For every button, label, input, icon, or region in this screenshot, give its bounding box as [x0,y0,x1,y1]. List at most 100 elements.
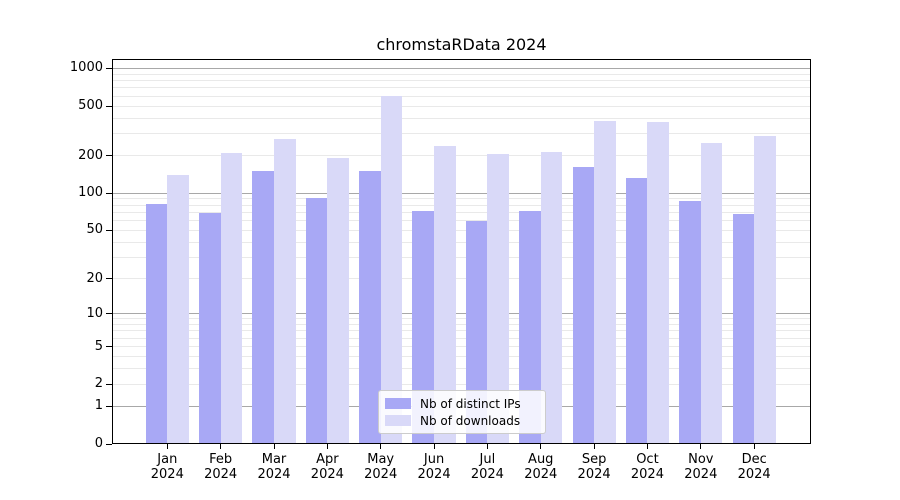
x-tick-label: Oct 2024 [630,452,664,482]
y-tick-label: 10 [86,305,103,321]
bar-distinct-ips [305,198,328,443]
bar-distinct-ips [732,213,755,443]
y-tick-label: 1000 [69,60,103,76]
y-tick-mark [106,192,112,194]
bar-distinct-ips [465,221,488,443]
bar-distinct-ips [625,177,648,443]
x-tick-label: Jun 2024 [417,452,451,482]
bar-downloads [594,120,616,443]
grid-line-minor [113,356,810,357]
x-tick-mark [646,444,648,449]
legend-label-downloads: Nb of downloads [420,413,521,428]
y-tick-label: 200 [78,147,103,163]
bar-downloads [487,153,509,443]
x-tick-mark [273,444,275,449]
grid-line-minor [113,117,810,119]
grid-line-minor [113,73,810,75]
bar-downloads [380,96,403,443]
bar-distinct-ips [519,210,541,443]
x-tick-mark [220,444,222,449]
x-tick-label: Nov 2024 [684,452,718,482]
chart-title: chromstaRData 2024 [376,35,547,54]
bar-distinct-ips [679,201,701,443]
y-tick-mark [106,405,112,407]
x-tick-label: Apr 2024 [310,452,344,482]
grid-line-major [113,192,810,194]
grid-line-minor [113,198,810,200]
legend-item: Nb of distinct IPs [385,397,539,411]
legend: Nb of distinct IPs Nb of downloads [378,390,546,434]
grid-line-minor [113,133,810,135]
y-tick-mark [106,383,112,385]
grid-line-minor [113,87,810,89]
x-tick-label: Mar 2024 [257,452,291,482]
grid-line-minor [113,80,810,82]
x-tick-label: Dec 2024 [737,452,771,482]
y-tick-mark [106,105,112,107]
grid-line-minor [113,95,810,97]
bar-distinct-ips [359,171,381,443]
x-tick-mark [593,444,595,449]
x-tick-label: Aug 2024 [524,452,558,482]
grid-line-major [113,67,810,69]
y-tick-label: 2 [94,376,103,392]
bar-downloads [540,152,563,443]
grid-line-minor [113,330,810,332]
grid-line-minor [113,256,810,258]
x-tick-mark [326,444,328,449]
grid-line-minor [113,211,810,213]
legend-swatch-distinct-ips [385,398,411,409]
y-tick-label: 50 [86,222,103,238]
y-tick-label: 0 [94,436,103,451]
grid-line-minor [113,105,810,107]
x-tick-label: Feb 2024 [204,452,238,482]
grid-line-minor [113,278,810,279]
y-tick-label: 100 [78,185,103,201]
grid-line-minor [113,241,810,243]
grid-line-minor [113,383,810,385]
y-tick-mark [106,229,112,231]
x-tick-label: Sep 2024 [577,452,611,482]
bar-downloads [754,136,776,443]
bar-downloads [700,142,723,443]
grid-line-minor [113,204,810,206]
bar-downloads [274,138,296,443]
x-tick-mark [166,444,168,449]
grid-line-major [113,313,810,315]
x-tick-mark [540,444,542,449]
bar-distinct-ips [412,210,435,443]
y-tick-label: 500 [78,98,103,114]
y-tick-mark [106,155,112,157]
grid-line-minor [113,346,810,348]
bar-downloads [434,146,456,443]
x-tick-label: Jul 2024 [470,452,504,482]
grid-line-minor [113,229,810,231]
bar-distinct-ips [145,203,168,443]
y-tick-label: 1 [94,398,103,414]
bar-downloads [167,174,189,443]
x-tick-label: May 2024 [364,452,398,482]
y-tick-mark [106,346,112,348]
x-tick-mark [700,444,702,449]
bar-downloads [327,157,349,443]
x-tick-mark [433,444,435,449]
y-tick-label: 5 [94,338,103,354]
legend-item: Nb of downloads [385,414,539,428]
x-tick-label: Jan 2024 [150,452,184,482]
y-tick-mark [106,67,112,69]
legend-swatch-downloads [385,415,411,426]
grid-line-minor [113,220,810,222]
bar-downloads [647,122,670,443]
y-tick-mark [106,278,112,279]
bar-distinct-ips [199,213,221,443]
grid-line-minor [113,318,810,320]
legend-label-distinct-ips: Nb of distinct IPs [420,396,521,411]
x-tick-mark [486,444,488,449]
bar-distinct-ips [252,171,274,443]
bar-downloads [220,153,243,443]
grid-line-minor [113,155,810,157]
x-tick-mark [380,444,382,449]
grid-line-minor [113,337,810,339]
grid-line-minor [113,368,810,370]
